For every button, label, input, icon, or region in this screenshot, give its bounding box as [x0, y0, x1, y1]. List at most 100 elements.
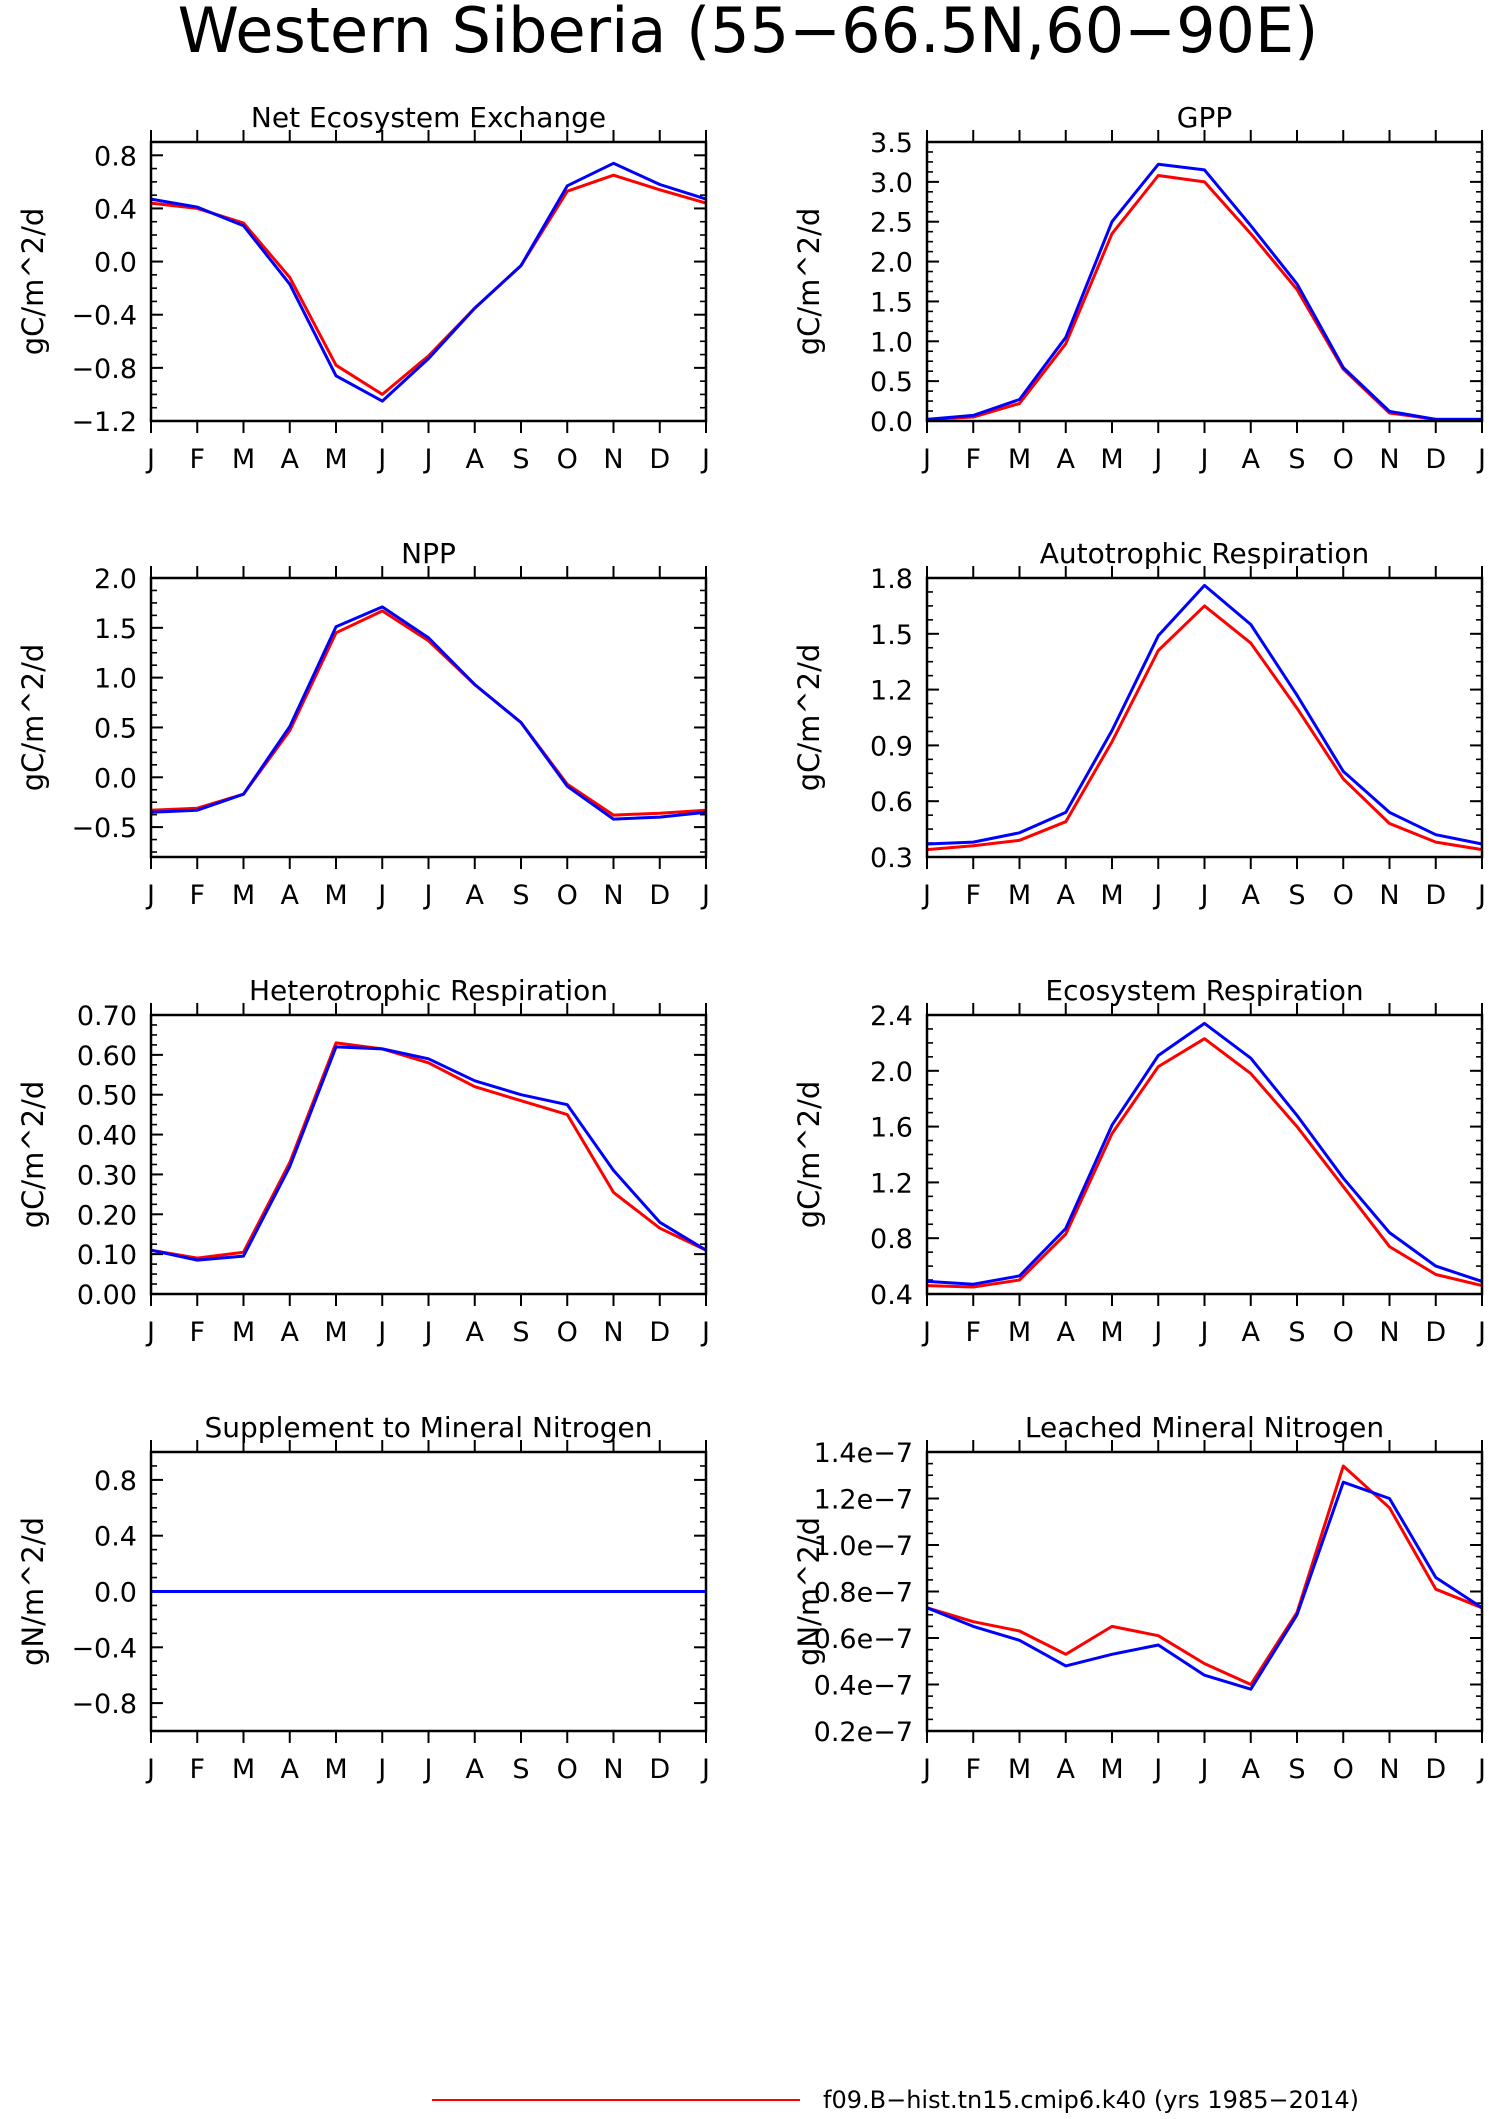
x-tick-label: O [557, 1754, 578, 1785]
y-axis-label: gC/m^2/d [792, 644, 826, 792]
series-line-red [150, 609, 707, 817]
x-tick-label: J [1199, 1754, 1209, 1785]
x-tick-label: J [423, 1317, 433, 1348]
y-tick-label: 0.50 [77, 1081, 137, 1112]
y-tick-label: 0.8 [94, 1466, 137, 1497]
y-axis-label: gC/m^2/d [16, 1081, 50, 1229]
x-tick-label: A [1057, 1754, 1076, 1785]
x-tick-label: M [232, 1754, 255, 1785]
x-tick-label: M [232, 880, 255, 911]
y-tick-label: 0.20 [77, 1200, 137, 1231]
x-tick-label: F [189, 1317, 205, 1348]
y-axis-label: gN/m^2/d [792, 1517, 826, 1666]
x-tick-label: N [603, 880, 623, 911]
y-tick-label: 0.0 [94, 1578, 137, 1609]
plot-frame [925, 1450, 1484, 1733]
y-tick-label: 1.0e−7 [814, 1531, 913, 1562]
x-tick-label: M [1100, 880, 1123, 911]
x-tick-label: N [1379, 880, 1399, 911]
y-axis-label: gN/m^2/d [16, 1517, 50, 1666]
x-tick-label: J [145, 1317, 155, 1348]
x-tick-label: A [1057, 880, 1076, 911]
y-tick-label: 2.5 [870, 208, 913, 239]
x-tick-label: M [1008, 880, 1031, 911]
y-tick-label: 0.8 [870, 1224, 913, 1255]
panel-leached-mineral-nitrogen: Leached Mineral Nitrogen gN/m^2/d 0.2e−7 0.… [792, 1411, 1486, 1785]
y-tick-label: 0.3 [870, 843, 913, 874]
x-tick-label: J [145, 444, 155, 475]
x-tick-label: A [281, 880, 300, 911]
y-tick-label: 0.6e−7 [814, 1624, 913, 1655]
x-tick-label: O [1333, 444, 1354, 475]
x-tick-label: D [1425, 1754, 1446, 1785]
x-tick-label: J [700, 880, 710, 911]
series-line-blue [926, 1480, 1483, 1691]
y-tick-label: 0.70 [77, 1001, 137, 1032]
x-tick-label: O [557, 880, 578, 911]
x-tick-label: A [1242, 1317, 1261, 1348]
x-tick-label: F [965, 880, 981, 911]
chart-panels: Net Ecosystem Exchange gC/m^2/d −1.2 −0.8 −0… [16, 101, 1486, 1785]
y-tick-label: 1.5 [94, 614, 137, 645]
x-tick-label: D [649, 1754, 670, 1785]
y-tick-label: 1.8 [870, 564, 913, 595]
y-tick-label: 0.4e−7 [814, 1671, 913, 1702]
x-tick-label: A [466, 880, 485, 911]
x-tick-label: A [281, 1317, 300, 1348]
y-tick-label: 0.00 [77, 1280, 137, 1311]
x-tick-label: A [466, 1317, 485, 1348]
y-axis-label: gC/m^2/d [16, 208, 50, 356]
x-tick-label: M [232, 444, 255, 475]
y-tick-label: 0.40 [77, 1121, 137, 1152]
y-tick-label: 0.5 [94, 713, 137, 744]
x-tick-label: A [1242, 444, 1261, 475]
y-tick-label: 0.9 [870, 731, 913, 762]
x-tick-label: D [1425, 880, 1446, 911]
x-tick-label: S [1288, 1754, 1305, 1785]
series-line-blue [150, 1045, 707, 1262]
x-tick-label: F [189, 880, 205, 911]
x-tick-label: N [603, 444, 623, 475]
x-tick-label: J [921, 444, 931, 475]
y-tick-label: 0.30 [77, 1160, 137, 1191]
x-tick-label: M [1008, 444, 1031, 475]
series-line-red [926, 1464, 1483, 1686]
x-tick-label: A [1242, 1754, 1261, 1785]
x-tick-label: M [324, 444, 347, 475]
x-tick-label: F [965, 1317, 981, 1348]
x-tick-label: J [921, 1754, 931, 1785]
panel-net-ecosystem-exchange: Net Ecosystem Exchange gC/m^2/d −1.2 −0.8 −0… [16, 101, 710, 475]
x-tick-label: M [1100, 444, 1123, 475]
x-tick-label: D [649, 880, 670, 911]
x-tick-label: N [1379, 444, 1399, 475]
y-tick-label: 0.5 [870, 367, 913, 398]
x-tick-label: J [921, 1317, 931, 1348]
x-tick-label: S [512, 1317, 529, 1348]
plot-frame [149, 576, 708, 859]
panel-title: Ecosystem Respiration [1045, 974, 1363, 1007]
x-tick-label: F [965, 444, 981, 475]
panel-title: GPP [1177, 101, 1232, 134]
y-tick-label: 2.0 [870, 1057, 913, 1088]
x-tick-label: J [376, 1754, 386, 1785]
x-tick-label: F [189, 444, 205, 475]
y-tick-label: 1.4e−7 [814, 1438, 913, 1469]
plot-frame [925, 576, 1484, 859]
x-tick-label: D [649, 1317, 670, 1348]
y-tick-label: 0.6 [870, 787, 913, 818]
x-tick-label: O [1333, 1317, 1354, 1348]
x-tick-label: N [1379, 1754, 1399, 1785]
legend: f09.B−hist.tn15.cmip6.k40 (yrs 1985−2014… [432, 2086, 1359, 2114]
x-tick-label: A [466, 1754, 485, 1785]
plot-frame [149, 1450, 708, 1733]
y-tick-label: 3.5 [870, 128, 913, 159]
plot-frame [149, 140, 708, 423]
x-tick-label: F [965, 1754, 981, 1785]
x-tick-label: M [1100, 1754, 1123, 1785]
x-tick-label: M [324, 880, 347, 911]
x-tick-label: M [324, 1317, 347, 1348]
x-tick-label: J [376, 880, 386, 911]
y-tick-label: 0.4 [870, 1280, 913, 1311]
y-tick-label: 2.0 [870, 248, 913, 279]
